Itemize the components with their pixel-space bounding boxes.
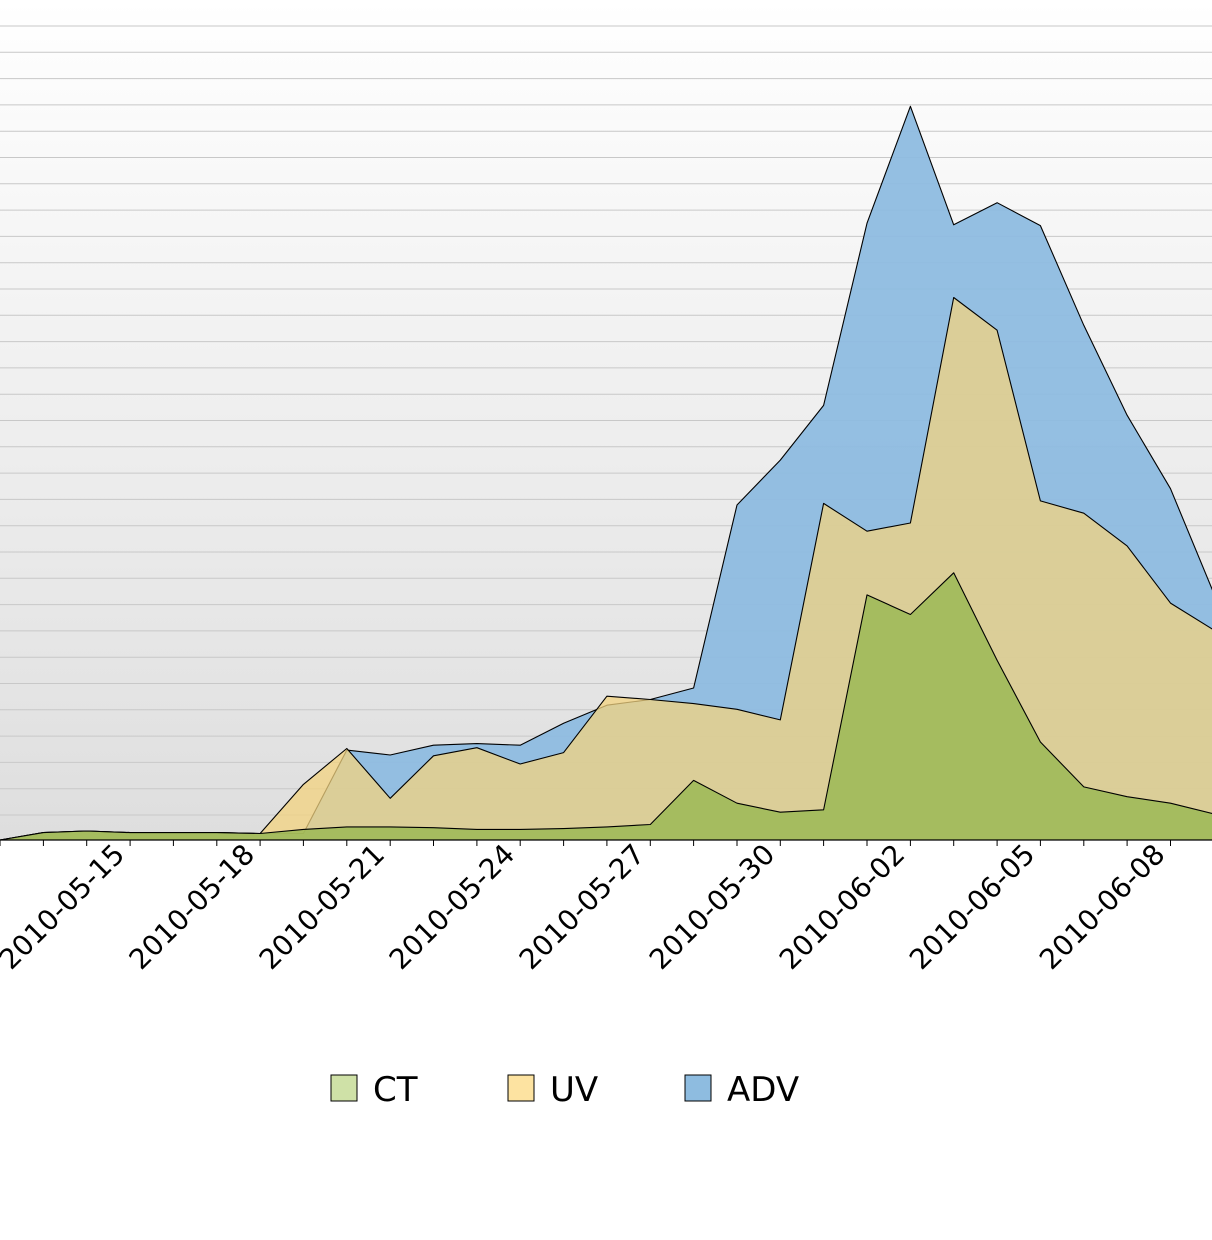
x-tick-label: 2010-06-02 — [773, 838, 911, 976]
legend-label: ADV — [727, 1070, 799, 1110]
series-areas — [0, 105, 1212, 841]
x-tick-label: 2010-06-05 — [903, 838, 1041, 976]
x-tick-label: 2010-05-15 — [0, 838, 131, 976]
area-ct — [0, 572, 1212, 841]
x-axis-labels: 2010-05-152010-05-182010-05-212010-05-24… — [0, 838, 1171, 976]
legend-label: UV — [550, 1070, 598, 1110]
x-axis-ticks — [0, 840, 1171, 846]
x-tick-label: 2010-05-30 — [643, 838, 781, 976]
x-tick-label: 2010-05-21 — [253, 838, 391, 976]
legend-swatch — [330, 1074, 358, 1102]
legend-item-adv: ADV — [684, 1070, 799, 1110]
x-tick-label: 2010-05-24 — [383, 838, 521, 976]
legend-swatch — [507, 1074, 535, 1102]
legend: CT UV ADV — [330, 1070, 799, 1110]
x-tick-label: 2010-06-08 — [1033, 838, 1171, 976]
legend-swatch — [684, 1074, 712, 1102]
legend-item-uv: UV — [507, 1070, 598, 1110]
legend-item-ct: CT — [330, 1070, 418, 1110]
x-tick-label: 2010-05-27 — [513, 838, 651, 976]
x-tick-label: 2010-05-18 — [123, 838, 261, 976]
legend-label: CT — [373, 1070, 418, 1110]
